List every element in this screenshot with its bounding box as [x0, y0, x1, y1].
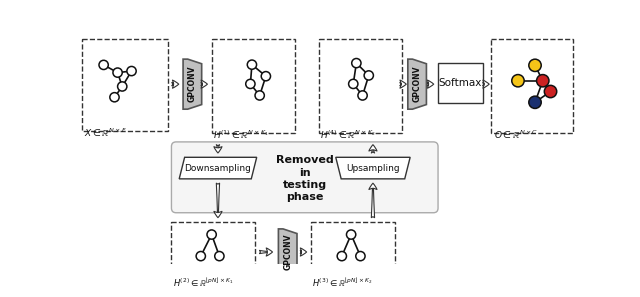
Circle shape	[207, 230, 216, 239]
Circle shape	[247, 60, 257, 69]
Circle shape	[337, 252, 346, 261]
Bar	[319, 39, 403, 133]
Polygon shape	[183, 59, 202, 109]
Text: Upsampling: Upsampling	[346, 164, 400, 173]
Circle shape	[118, 82, 127, 91]
Text: Downsampling: Downsampling	[184, 164, 252, 173]
Bar	[311, 222, 395, 282]
Bar	[83, 39, 168, 131]
Text: GPCONV: GPCONV	[413, 66, 422, 102]
Text: $H^{(4)} \in \mathbb{R}^{N \times K_2}$: $H^{(4)} \in \mathbb{R}^{N \times K_2}$	[320, 128, 376, 141]
Text: $X \in \mathbb{R}^{N \times F}$: $X \in \mathbb{R}^{N \times F}$	[84, 127, 127, 139]
Polygon shape	[336, 157, 410, 179]
Circle shape	[127, 67, 136, 76]
Text: GPCONV: GPCONV	[284, 234, 292, 270]
Bar	[212, 39, 296, 133]
Circle shape	[196, 252, 205, 261]
Circle shape	[544, 85, 557, 98]
Circle shape	[110, 93, 119, 102]
Text: $H^{(3)} \in \mathbb{R}^{\lfloor pN \rfloor \times K_2}$: $H^{(3)} \in \mathbb{R}^{\lfloor pN \rfl…	[312, 277, 373, 290]
Circle shape	[255, 91, 264, 100]
Text: $H^{(1)} \in \mathbb{R}^{N \times K_1}$: $H^{(1)} \in \mathbb{R}^{N \times K_1}$	[213, 128, 269, 141]
Text: GPCONV: GPCONV	[188, 66, 197, 102]
Text: Removed
in
testing
phase: Removed in testing phase	[276, 155, 333, 203]
Text: Softmax: Softmax	[439, 78, 482, 89]
Circle shape	[346, 230, 356, 239]
Polygon shape	[408, 59, 426, 109]
Circle shape	[352, 59, 361, 68]
Bar	[172, 222, 255, 282]
Circle shape	[364, 71, 373, 80]
Circle shape	[113, 68, 122, 77]
Circle shape	[261, 72, 271, 81]
Text: $H^{(2)} \in \mathbb{R}^{\lfloor pN \rfloor \times K_1}$: $H^{(2)} \in \mathbb{R}^{\lfloor pN \rfl…	[173, 277, 234, 290]
Circle shape	[246, 79, 255, 89]
Polygon shape	[278, 229, 297, 275]
Circle shape	[356, 252, 365, 261]
Circle shape	[99, 60, 108, 69]
Circle shape	[215, 252, 224, 261]
Circle shape	[529, 96, 541, 108]
Bar	[491, 39, 573, 133]
Circle shape	[512, 75, 524, 87]
FancyBboxPatch shape	[438, 63, 483, 103]
Polygon shape	[179, 157, 257, 179]
FancyBboxPatch shape	[172, 142, 438, 213]
Circle shape	[358, 91, 367, 100]
Circle shape	[349, 79, 358, 89]
Circle shape	[529, 59, 541, 72]
Circle shape	[536, 75, 549, 87]
Text: $O \in \mathbb{R}^{N \times C}$: $O \in \mathbb{R}^{N \times C}$	[494, 128, 538, 141]
